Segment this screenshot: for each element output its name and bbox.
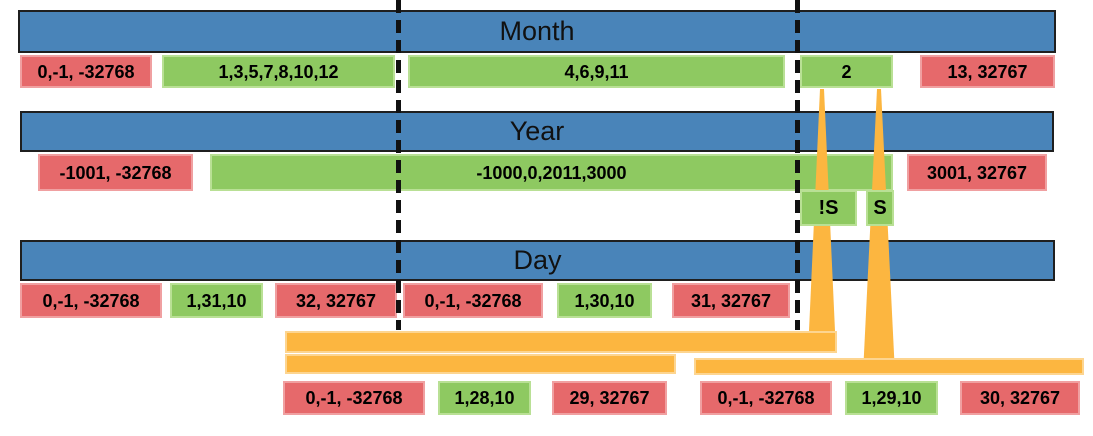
year-segment-valid: -1000,0,2011,3000: [210, 154, 893, 191]
month-segment-february: 2: [800, 55, 893, 88]
not-leap-year-marker: !S: [800, 190, 857, 226]
day-axis-label: Day: [513, 245, 562, 275]
day-segment-invalid-low-30months: 0,-1, -32768: [403, 283, 543, 318]
day-segment-invalid-high-30months: 31, 32767: [672, 283, 790, 318]
day-axis-bar: Day: [20, 240, 1055, 281]
year-axis-label: Year: [509, 116, 565, 146]
boundary-dashed-line-left: [396, 0, 401, 330]
day-segment-valid-feb-nonleap: 1,28,10: [438, 381, 531, 415]
day-segment-invalid-high-feb-leap: 30, 32767: [960, 381, 1080, 415]
leap-year-marker: S: [866, 190, 894, 226]
day-segment-invalid-high-feb-nonleap: 29, 32767: [552, 381, 667, 415]
day-segment-invalid-low-feb-nonleap: 0,-1, -32768: [283, 381, 425, 415]
month-axis-bar: Month: [18, 10, 1056, 53]
month-segment-months-30-days: 4,6,9,11: [408, 55, 785, 88]
year-segment-invalid-low: -1001, -32768: [38, 154, 193, 191]
day-segment-invalid-high-31months: 32, 32767: [275, 283, 397, 318]
day-segment-valid-31months: 1,31,10: [170, 283, 263, 318]
feb-nonleap-connector-bar: [285, 331, 837, 353]
feb-nonleap-scale-bar: [285, 354, 676, 374]
day-segment-valid-feb-leap: 1,29,10: [845, 381, 938, 415]
month-segment-months-31-days: 1,3,5,7,8,10,12: [162, 55, 395, 88]
month-segment-invalid-high: 13, 32767: [920, 55, 1055, 88]
month-axis-label: Month: [499, 16, 575, 46]
feb-leap-scale-bar: [694, 358, 1084, 375]
year-axis-bar: Year: [20, 111, 1054, 152]
year-segment-invalid-high: 3001, 32767: [907, 154, 1047, 191]
boundary-dashed-line-right: [795, 0, 800, 330]
day-segment-invalid-low-feb-leap: 0,-1, -32768: [700, 381, 832, 415]
day-segment-valid-30months: 1,30,10: [557, 283, 652, 318]
day-segment-invalid-low-31months: 0,-1, -32768: [20, 283, 162, 318]
month-segment-invalid-low: 0,-1, -32768: [20, 55, 152, 88]
